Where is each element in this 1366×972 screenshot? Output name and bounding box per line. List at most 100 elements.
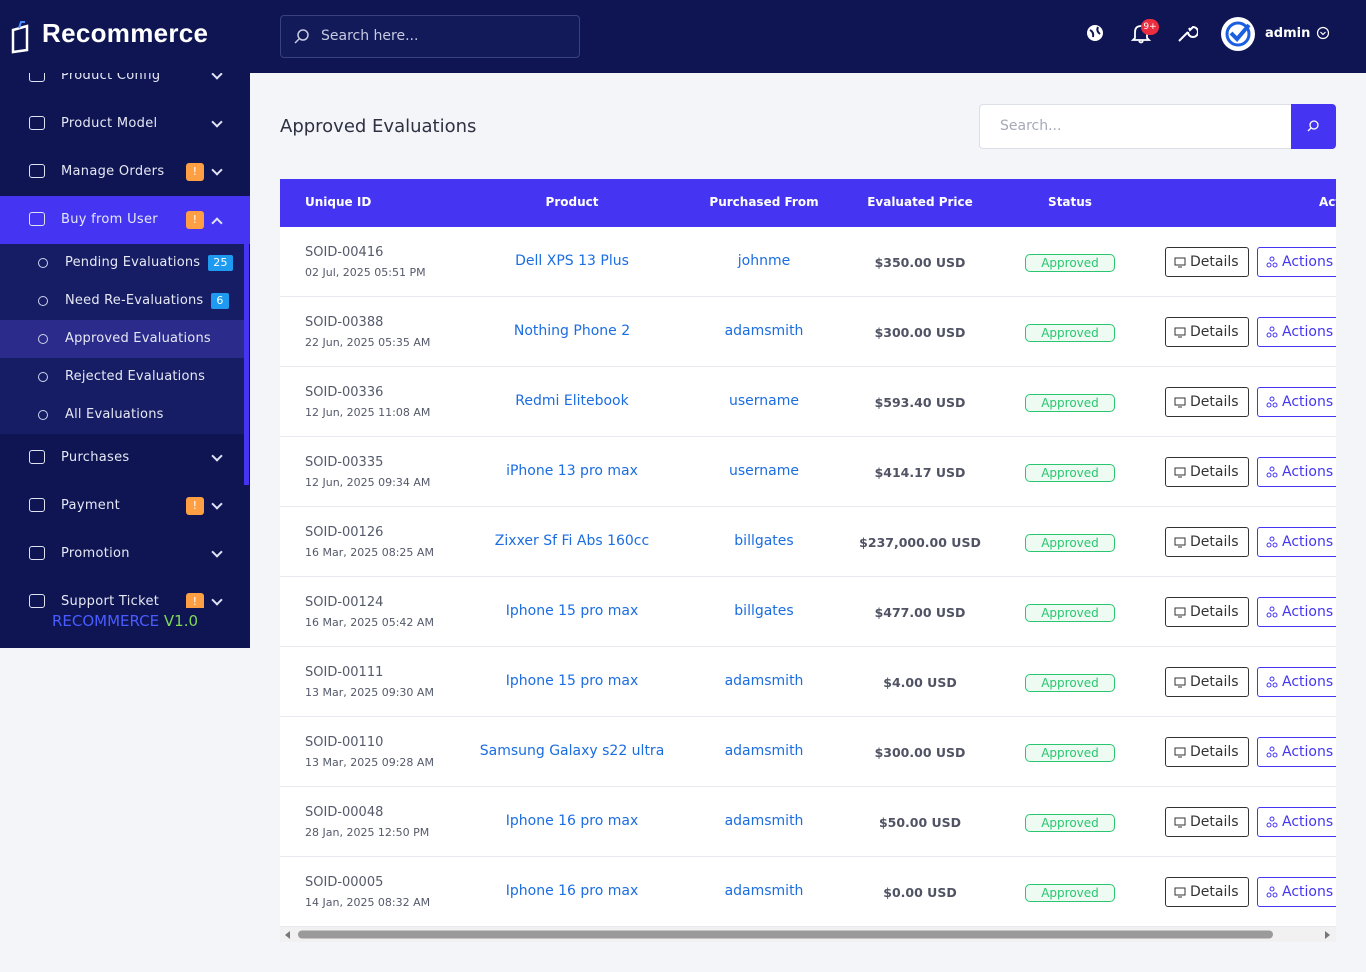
menu-item[interactable]: Purchases bbox=[0, 434, 250, 482]
username[interactable]: admin bbox=[1265, 26, 1311, 41]
actions-button[interactable]: Actions bbox=[1257, 667, 1336, 697]
actions-button[interactable]: Actions bbox=[1257, 457, 1336, 487]
product-link[interactable]: Nothing Phone 2 bbox=[513, 323, 631, 339]
bullet bbox=[38, 258, 48, 268]
menu-item[interactable]: Payment! bbox=[0, 482, 250, 530]
sidebar: Recommerce Product Config Product Model Ma… bbox=[0, 0, 250, 648]
table-row: SOID-00335 12 Jun, 2025 09:34 AM iPhone 13… bbox=[280, 437, 1336, 507]
menu-icon bbox=[29, 73, 45, 82]
actions-button[interactable]: Actions bbox=[1257, 387, 1336, 417]
table-search[interactable]: Search... bbox=[979, 104, 1292, 149]
product-link[interactable]: Dell XPS 13 Plus bbox=[515, 253, 629, 269]
bullet bbox=[38, 372, 48, 382]
submenu-item[interactable]: Pending Evaluations 25 bbox=[0, 244, 244, 282]
actions-button[interactable]: Actions bbox=[1257, 807, 1336, 837]
button-icon bbox=[1174, 257, 1186, 268]
user-link[interactable]: billgates bbox=[734, 533, 794, 549]
price: $0.00 USD bbox=[883, 885, 957, 900]
product-link[interactable]: Zixxer Sf Fi Abs 160cc bbox=[494, 533, 650, 549]
details-button[interactable]: Details bbox=[1165, 317, 1249, 347]
details-button[interactable]: Details bbox=[1165, 247, 1249, 277]
actions-button[interactable]: Actions bbox=[1257, 247, 1336, 277]
date: 13 Mar, 2025 09:28 AM bbox=[305, 756, 434, 769]
button-icon bbox=[1266, 676, 1278, 688]
search-button[interactable] bbox=[1291, 104, 1336, 149]
avatar[interactable] bbox=[1220, 16, 1256, 52]
button-icon bbox=[1266, 606, 1278, 618]
unique-id: SOID-00388 bbox=[305, 315, 384, 330]
product-link[interactable]: iPhone 13 pro max bbox=[506, 463, 638, 479]
chevron bbox=[211, 217, 223, 229]
product-link[interactable]: Iphone 16 pro max bbox=[505, 813, 639, 829]
details-button[interactable]: Details bbox=[1165, 387, 1249, 417]
table-row: SOID-00124 16 Mar, 2025 05:42 AM Iphone 15… bbox=[280, 577, 1336, 647]
submenu-label: All Evaluations bbox=[65, 407, 164, 422]
submenu-item[interactable]: All Evaluations bbox=[0, 396, 244, 434]
submenu-item[interactable]: Approved Evaluations bbox=[0, 320, 244, 358]
submenu-item[interactable]: Rejected Evaluations bbox=[0, 358, 244, 396]
details-button[interactable]: Details bbox=[1165, 667, 1249, 697]
settings-icon[interactable] bbox=[1176, 22, 1198, 44]
product-link[interactable]: Redmi Elitebook bbox=[515, 393, 629, 409]
details-button[interactable]: Details bbox=[1165, 527, 1249, 557]
actions-button[interactable]: Actions bbox=[1257, 527, 1336, 557]
product-link[interactable]: Iphone 15 pro max bbox=[505, 603, 639, 619]
actions-button[interactable]: Actions bbox=[1257, 877, 1336, 907]
price: $300.00 USD bbox=[874, 745, 966, 760]
user-link[interactable]: johnme bbox=[737, 253, 791, 269]
actions-button[interactable]: Actions bbox=[1257, 737, 1336, 767]
price: $300.00 USD bbox=[874, 325, 966, 340]
product-link[interactable]: Samsung Galaxy s22 ultra bbox=[479, 743, 665, 759]
column-header: Product bbox=[545, 195, 599, 209]
product-link[interactable]: Iphone 15 pro max bbox=[505, 673, 639, 689]
button-label: Actions bbox=[1282, 674, 1334, 690]
product-link[interactable]: Iphone 16 pro max bbox=[505, 883, 639, 899]
menu-item[interactable]: Product Config bbox=[0, 73, 250, 100]
actions-button[interactable]: Actions bbox=[1257, 317, 1336, 347]
user-link[interactable]: username bbox=[729, 393, 799, 409]
menu-item[interactable]: Manage Orders! bbox=[0, 148, 250, 196]
column-header: Actions bbox=[1319, 195, 1336, 209]
menu-icon bbox=[29, 498, 45, 512]
actions-button[interactable]: Actions bbox=[1257, 597, 1336, 627]
user-link[interactable]: billgates bbox=[734, 603, 794, 619]
menu-item[interactable]: Product Model bbox=[0, 100, 250, 148]
button-icon bbox=[1174, 747, 1186, 758]
status-badge: Approved bbox=[1025, 254, 1115, 272]
date: 02 Jul, 2025 05:51 PM bbox=[305, 266, 426, 279]
language-icon[interactable] bbox=[1084, 22, 1106, 44]
details-button[interactable]: Details bbox=[1165, 597, 1249, 627]
menu-badge: ! bbox=[186, 593, 204, 608]
details-button[interactable]: Details bbox=[1165, 457, 1249, 487]
user-link[interactable]: adamsmith bbox=[724, 743, 804, 759]
menu-badge: ! bbox=[186, 211, 204, 229]
details-button[interactable]: Details bbox=[1165, 877, 1249, 907]
button-label: Actions bbox=[1282, 324, 1334, 340]
date: 16 Mar, 2025 08:25 AM bbox=[305, 546, 434, 559]
menu-item[interactable]: Buy from User! bbox=[0, 196, 250, 244]
date: 12 Jun, 2025 09:34 AM bbox=[305, 476, 431, 489]
user-link[interactable]: username bbox=[729, 463, 799, 479]
button-icon bbox=[1174, 677, 1186, 688]
button-icon bbox=[1174, 327, 1186, 338]
menu-item[interactable]: Promotion bbox=[0, 530, 250, 578]
placeholder: Search... bbox=[1000, 118, 1062, 134]
details-button[interactable]: Details bbox=[1165, 807, 1249, 837]
button-icon bbox=[1174, 467, 1186, 478]
user-link[interactable]: adamsmith bbox=[724, 813, 804, 829]
user-link[interactable]: adamsmith bbox=[724, 323, 804, 339]
button-label: Details bbox=[1190, 254, 1239, 270]
button-icon bbox=[1266, 886, 1278, 898]
button-icon bbox=[1266, 326, 1278, 338]
user-link[interactable]: adamsmith bbox=[724, 673, 804, 689]
user-link[interactable]: adamsmith bbox=[724, 883, 804, 899]
horizontal-scrollbar[interactable] bbox=[280, 927, 1336, 942]
price: $414.17 USD bbox=[874, 465, 966, 480]
user-menu-chevron[interactable] bbox=[1316, 26, 1330, 40]
button-icon bbox=[1174, 537, 1186, 548]
details-button[interactable]: Details bbox=[1165, 737, 1249, 767]
menu-item[interactable]: Support Ticket! bbox=[0, 578, 250, 608]
global-search[interactable]: Search here... bbox=[280, 15, 580, 58]
button-label: Details bbox=[1190, 744, 1239, 760]
submenu-item[interactable]: Need Re-Evaluations 6 bbox=[0, 282, 244, 320]
